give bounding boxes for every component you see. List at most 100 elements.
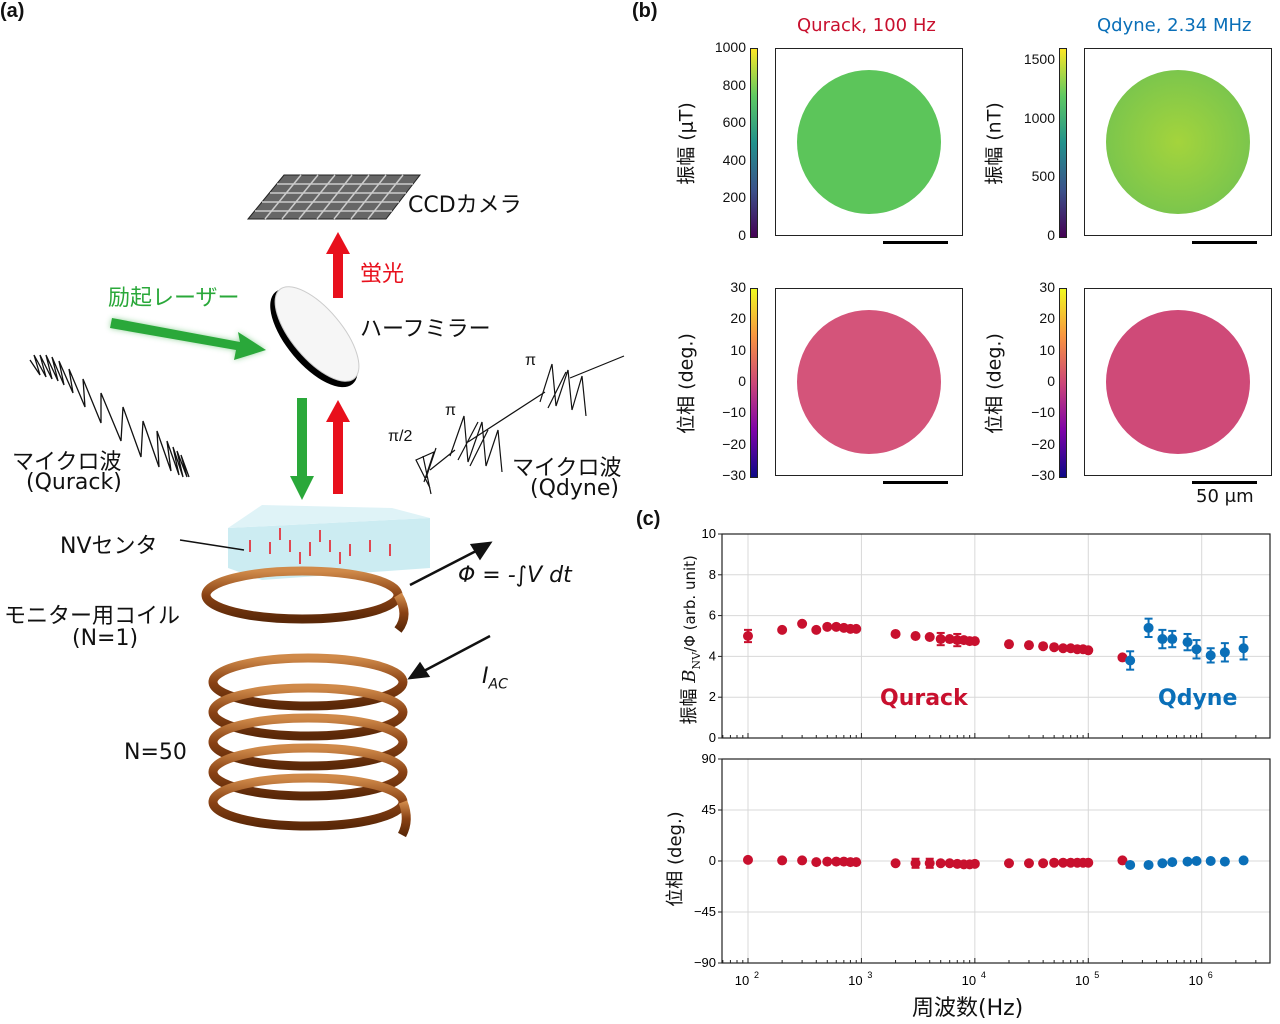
y-tick-label: 8 <box>709 567 716 582</box>
colorbar-tick: 10 <box>1039 341 1055 358</box>
x-tick-label: 10 <box>735 973 749 988</box>
data-point-qurack <box>1023 858 1034 869</box>
colorbar-tick: 0 <box>1047 373 1055 389</box>
data-point-qurack <box>831 621 842 632</box>
y-tick-label: 0 <box>709 730 716 745</box>
data-point-qurack <box>1003 858 1014 869</box>
map-y-label: 位相 (deg.) <box>983 333 1006 434</box>
colorbar-tick: 1000 <box>1023 109 1055 126</box>
panel-b-letter: (b) <box>632 0 658 22</box>
x-tick-exponent: 6 <box>1208 970 1213 980</box>
x-axis-label: 周波数(Hz) <box>912 996 1024 1021</box>
data-point-qurack <box>831 856 842 867</box>
data-point-qdyne <box>1182 856 1193 867</box>
mirror-label: ハーフミラー <box>360 317 491 342</box>
phase-y-label: 位相 (deg.) <box>665 811 686 907</box>
data-point-qurack <box>1049 642 1060 653</box>
scale-bar <box>1192 481 1257 484</box>
ylabel-math: B <box>679 669 701 683</box>
data-point-qurack <box>777 624 788 635</box>
colorbar-tick: −30 <box>1031 467 1055 483</box>
data-point-qurack <box>797 855 808 866</box>
data-point-qdyne <box>1167 634 1178 645</box>
y-tick-label: 90 <box>702 751 716 766</box>
x-tick-exponent: 3 <box>867 970 872 980</box>
colorbar-tick: 30 <box>730 279 746 295</box>
nv-center-label: NVセンタ <box>60 534 158 559</box>
data-point-qurack <box>1003 639 1014 650</box>
x-tick-label: 10 <box>848 973 862 988</box>
data-point-qdyne <box>1182 637 1193 648</box>
data-point-qurack <box>1058 857 1069 868</box>
data-point-qurack <box>1049 857 1060 868</box>
mw-qurack-label: マイクロ波 <box>12 450 122 475</box>
scale-bar <box>1192 241 1257 244</box>
data-point-qdyne <box>1191 856 1202 866</box>
data-point-qurack <box>969 636 980 647</box>
data-point-qurack <box>742 854 753 865</box>
colorbar <box>1059 48 1067 238</box>
data-point-qurack <box>1038 858 1049 869</box>
x-tick-exponent: 2 <box>754 970 759 980</box>
ccd-camera-icon <box>246 174 422 220</box>
flux-label: Φ = -∫V dt <box>458 563 572 588</box>
panel-a-letter: (a) <box>0 0 25 22</box>
data-point-qurack <box>890 628 901 639</box>
nv-diamond-sample-icon <box>179 505 430 580</box>
map-y-label: 振幅 (μT) <box>675 102 698 185</box>
data-point-qurack <box>1117 855 1128 866</box>
data-point-qurack <box>742 631 753 641</box>
sample-disc <box>797 310 941 454</box>
colorbar-tick: 0 <box>738 227 746 243</box>
scale-bar <box>883 481 948 484</box>
data-point-qdyne <box>1238 855 1249 866</box>
colorbar-tick: −20 <box>1031 435 1055 452</box>
pulse-label: π <box>525 352 537 369</box>
data-point-qurack <box>890 858 901 869</box>
laser-label: 励起レーザー <box>108 286 240 311</box>
qdyne-pulse-sequence-icon <box>415 355 625 495</box>
current-symbol: I <box>482 664 489 689</box>
colorbar-tick: −30 <box>722 467 746 483</box>
data-point-qurack <box>935 858 946 869</box>
colorbar-tick: −20 <box>722 435 746 452</box>
data-point-qdyne <box>1205 650 1216 661</box>
data-point-qurack <box>924 858 935 869</box>
col-title-qdyne: Qdyne, 2.34 MHz <box>1097 15 1252 36</box>
data-point-qdyne <box>1191 644 1202 655</box>
data-point-qdyne <box>1143 859 1154 870</box>
colorbar-tick: 600 <box>722 114 746 131</box>
data-point-qurack <box>1083 645 1094 656</box>
colorbar-tick: 500 <box>1031 168 1055 185</box>
panel-c-letter: (c) <box>636 508 661 530</box>
series-label-qurack: Qurack <box>880 686 968 711</box>
setup-diagram <box>29 174 625 838</box>
y-tick-label: 2 <box>709 689 716 704</box>
map-frame <box>775 48 963 236</box>
data-point-qdyne <box>1167 857 1178 868</box>
plot-frame <box>721 533 1271 739</box>
data-point-qurack <box>944 634 955 645</box>
data-point-qdyne <box>1238 643 1249 654</box>
data-point-qurack <box>851 857 862 868</box>
x-tick-exponent: 5 <box>1094 970 1099 980</box>
data-point-qurack <box>969 858 980 869</box>
ylabel-prefix: 振幅 <box>679 682 701 725</box>
ylabel-suffix: /Φ (arb. unit) <box>681 555 700 652</box>
colorbar-tick: 800 <box>722 76 746 93</box>
data-point-qurack <box>910 858 921 869</box>
ylabel-sub: NV <box>689 651 703 670</box>
y-tick-label: 0 <box>709 853 716 868</box>
monitor-coil-label: モニター用コイル <box>4 604 181 629</box>
mw-qdyne-sub: (Qdyne) <box>530 476 619 501</box>
ccd-camera-label: CCDカメラ <box>408 193 522 218</box>
colorbar-tick: −10 <box>1031 404 1055 421</box>
map-y-label: 振幅 (nT) <box>983 102 1006 185</box>
colorbar-tick: 200 <box>722 189 746 206</box>
colorbar-tick: 1500 <box>1023 50 1055 67</box>
data-point-qdyne <box>1125 859 1136 870</box>
colorbar-tick: 400 <box>722 151 746 168</box>
current-arrow-icon <box>407 634 491 680</box>
colorbar-tick: 30 <box>1039 279 1055 295</box>
data-point-qdyne <box>1219 647 1230 658</box>
